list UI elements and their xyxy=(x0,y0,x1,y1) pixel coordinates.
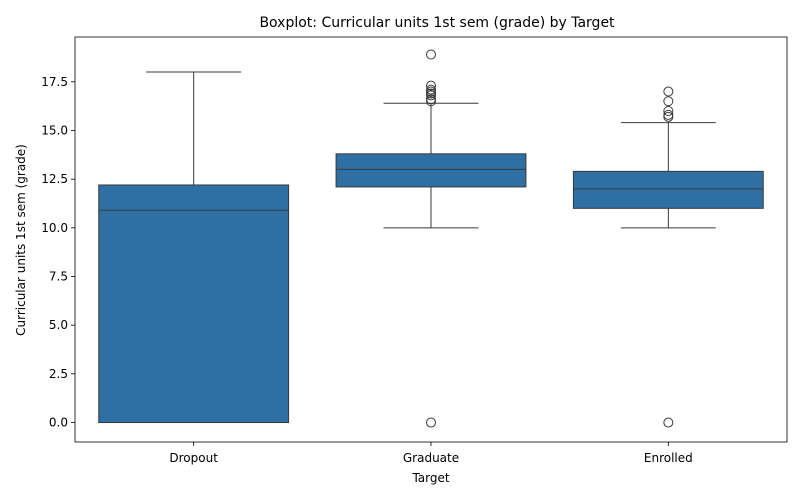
chart-title: Boxplot: Curricular units 1st sem (grade… xyxy=(259,15,615,31)
iqr-box xyxy=(335,153,527,188)
outlier-point xyxy=(426,80,436,91)
y-tick-label: 7.5 xyxy=(49,269,68,283)
outlier-point xyxy=(426,94,436,105)
box-graduate xyxy=(335,49,527,428)
y-axis-label: Curricular units 1st sem (grade) xyxy=(14,144,28,336)
box-enrolled xyxy=(572,86,764,428)
outlier-point xyxy=(426,417,436,428)
x-axis: Dropout Graduate Enrolled xyxy=(169,442,693,465)
outlier-point xyxy=(663,105,674,116)
outlier-point xyxy=(663,86,674,97)
x-tick-label: Dropout xyxy=(169,451,218,465)
outlier-point xyxy=(426,84,436,95)
y-axis: 0.0 2.5 5.0 7.5 10.0 12.5 15.0 17.5 xyxy=(41,75,75,430)
y-tick-label: 15.0 xyxy=(41,123,68,137)
y-tick-label: 10.0 xyxy=(41,221,68,235)
outlier-point xyxy=(663,96,674,107)
plot-area xyxy=(98,49,764,428)
outlier-point xyxy=(663,417,674,428)
outlier-point xyxy=(426,49,436,60)
x-tick-label: Enrolled xyxy=(644,451,693,465)
x-axis-label: Target xyxy=(411,471,449,485)
y-tick-label: 0.0 xyxy=(49,416,68,430)
y-tick-label: 17.5 xyxy=(41,75,68,89)
y-tick-label: 5.0 xyxy=(49,318,68,332)
iqr-box xyxy=(98,184,290,424)
y-tick-label: 12.5 xyxy=(41,172,68,186)
x-tick-label: Graduate xyxy=(403,451,459,465)
box-dropout xyxy=(98,71,290,424)
y-tick-label: 2.5 xyxy=(49,367,68,381)
iqr-box xyxy=(572,170,764,209)
outlier-point xyxy=(663,109,674,120)
